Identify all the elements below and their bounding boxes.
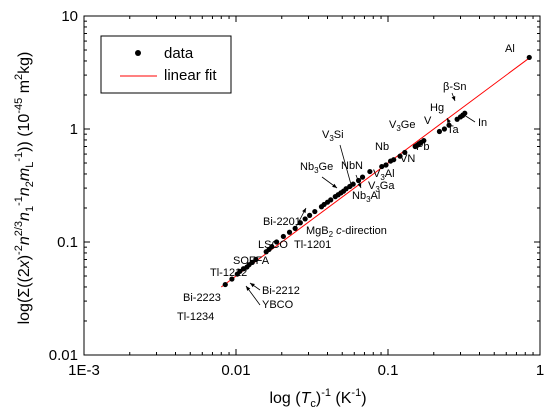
annotation-arrowhead — [461, 113, 466, 118]
data-point — [526, 54, 532, 61]
plot-frame — [83, 15, 541, 356]
data-point — [367, 168, 373, 175]
data-point — [379, 163, 385, 170]
annotation-label: Nb3Ge — [300, 161, 333, 175]
annotation-label: YBCO — [262, 299, 294, 311]
annotation-label: SOFFA — [233, 255, 270, 267]
annotation-arrowhead — [348, 183, 353, 188]
annotation-label: Pb — [416, 141, 429, 153]
annotation-arrowhead — [250, 283, 255, 288]
data-point — [269, 244, 275, 250]
legend-data-marker — [135, 50, 141, 56]
y-tick-label: 0.1 — [57, 234, 78, 251]
legend: data linear fit — [100, 35, 232, 94]
annotation-label: V — [424, 115, 432, 127]
annotation-label: Bi-2212 — [262, 285, 300, 297]
legend-fit-label: linear fit — [164, 67, 217, 84]
annotation-label: V3Ga — [368, 180, 395, 194]
annotation-label: NbN — [341, 160, 363, 172]
data-point — [402, 149, 408, 156]
data-point — [222, 281, 228, 288]
x-tick-label: 1 — [536, 362, 544, 379]
data-point — [302, 216, 308, 222]
data-point — [441, 126, 448, 132]
y-tick-label: 10 — [61, 8, 78, 25]
annotation-label: V3Ge — [389, 119, 415, 133]
data-point — [253, 256, 259, 263]
annotation-label: Bi-2201 — [263, 216, 301, 228]
y-axis-label: log(Σ((2x)-2n2/3n1-1n2mL-1)) (10-45 m2kg… — [13, 52, 36, 325]
annotation-label: In — [478, 117, 487, 129]
annotation-arrow — [339, 144, 353, 189]
annotation-arrowhead — [357, 183, 362, 188]
x-tick-label: 0.01 — [221, 362, 250, 379]
annotation-label: V3Al — [373, 168, 395, 182]
data-point — [391, 157, 397, 163]
annotation-label: LSCO — [258, 239, 288, 251]
annotation-label: V3Si — [322, 129, 344, 143]
data-point — [359, 174, 366, 180]
annotation-label: β-Sn — [443, 81, 466, 93]
data-point — [249, 259, 255, 265]
data-point — [421, 137, 427, 144]
annotation-label: Ta — [447, 124, 460, 136]
data-point — [307, 212, 313, 218]
annotation-label: Tl-1234 — [177, 311, 214, 323]
annotation-label: Hg — [430, 102, 444, 114]
annotation-label: Nb — [375, 141, 389, 153]
data-point — [229, 276, 235, 282]
annotation-arrows — [245, 92, 476, 306]
data-point — [286, 229, 293, 235]
annotation-label: MgB2 c-direction — [306, 225, 387, 239]
annotation-arrowhead — [246, 286, 251, 291]
data-points — [222, 54, 532, 288]
annotation-arrowhead — [451, 96, 456, 101]
axis-ticks — [83, 15, 541, 356]
data-point — [274, 239, 280, 245]
data-point — [383, 162, 389, 168]
data-point — [312, 208, 318, 215]
y-tick-label: 0.01 — [49, 347, 78, 364]
annotation-label: Nb3Al — [352, 190, 380, 204]
annotation-arrowhead — [332, 183, 337, 188]
annotation-arrowhead — [447, 118, 451, 123]
annotation-label: Bi-2223 — [183, 292, 221, 304]
legend-data-label: data — [164, 45, 194, 62]
data-point — [237, 268, 243, 274]
data-point — [280, 233, 286, 240]
data-point — [436, 128, 443, 135]
x-tick-label: 1E-3 — [68, 362, 100, 379]
x-axis-label: log (Tc)-1 (K-1) — [269, 387, 366, 410]
legend-box — [100, 35, 232, 94]
annotation-label: Al — [505, 43, 515, 55]
data-point — [397, 153, 403, 159]
annotation-label: VN — [400, 153, 415, 165]
x-tick-label: 0.1 — [378, 362, 399, 379]
data-point — [328, 197, 334, 203]
data-point — [446, 122, 452, 128]
annotation-label: Tl-1201 — [294, 239, 331, 251]
y-tick-label: 1 — [70, 121, 78, 138]
annotation-label: Tl-1212 — [210, 267, 247, 279]
annotation-arrowhead — [302, 208, 306, 213]
data-point — [292, 225, 298, 231]
